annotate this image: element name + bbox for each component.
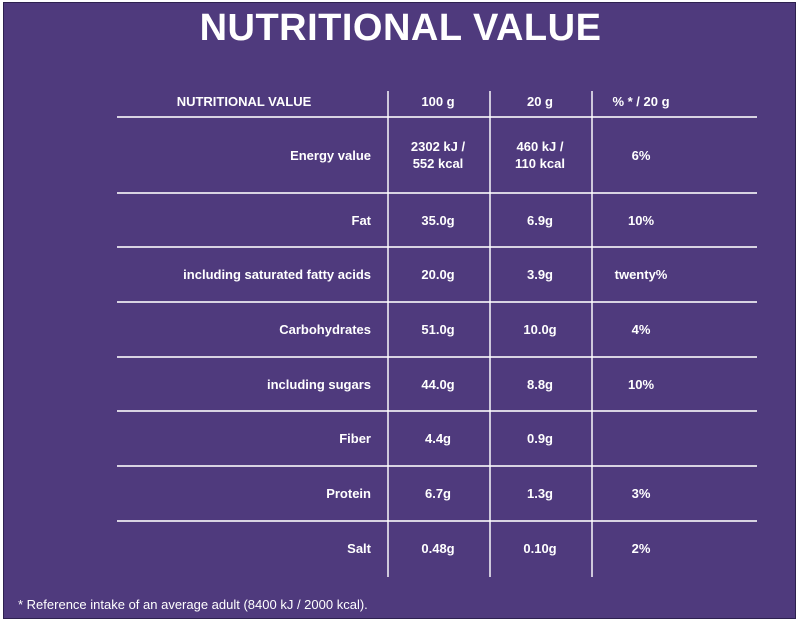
row-divider <box>117 301 757 303</box>
sugars-per-100g: 44.0g <box>421 376 455 392</box>
sugars-percent: 10% <box>627 376 655 392</box>
header-nutritional-value: NUTRITIONAL VALUE <box>176 93 312 109</box>
row-divider <box>117 465 757 467</box>
row-divider <box>117 520 757 522</box>
row-divider <box>117 192 757 194</box>
fat-per-20g: 6.9g <box>526 212 553 228</box>
nutrition-panel: NUTRITIONAL VALUE NUTRITIONAL VALUE 100 … <box>3 2 796 619</box>
row-divider <box>117 116 757 118</box>
fat-percent: 10% <box>627 212 655 228</box>
fat-per-100g: 35.0g <box>421 212 455 228</box>
energy-per-100g: 2302 kJ / 552 kcal <box>410 139 466 171</box>
column-divider <box>387 91 389 577</box>
salt-per-100g: 0.48g <box>421 540 455 556</box>
row-label-salt: Salt <box>347 540 371 556</box>
row-divider <box>117 246 757 248</box>
fiber-per-20g: 0.9g <box>526 431 553 446</box>
row-label-saturated-fatty-acids: including saturated fatty acids <box>183 267 371 282</box>
salt-per-20g: 0.10g <box>523 540 557 556</box>
nutrition-table: NUTRITIONAL VALUE 100 g 20 g % * / 20 g … <box>117 83 757 579</box>
saturated-percent: twenty% <box>614 267 668 282</box>
salt-percent: 2% <box>631 540 651 556</box>
carbohydrates-per-100g: 51.0g <box>421 322 455 337</box>
protein-per-100g: 6.7g <box>424 486 451 501</box>
saturated-per-20g: 3.9g <box>526 267 553 282</box>
row-label-sugars: including sugars <box>266 376 371 392</box>
column-divider <box>591 91 593 577</box>
saturated-per-100g: 20.0g <box>421 267 455 282</box>
reference-footnote: * Reference intake of an average adult (… <box>18 597 368 612</box>
fiber-per-100g: 4.4g <box>424 431 451 446</box>
header-per-20g: 20 g <box>526 93 553 109</box>
fiber-percent <box>591 412 691 465</box>
column-divider <box>489 91 491 577</box>
row-divider <box>117 356 757 358</box>
header-percent: % * / 20 g <box>612 93 670 109</box>
row-label-energy: Energy value <box>290 147 371 163</box>
protein-percent: 3% <box>631 486 651 501</box>
row-label-protein: Protein <box>326 486 371 501</box>
row-label-fat: Fat <box>351 212 372 228</box>
energy-percent: 6% <box>631 147 651 163</box>
sugars-per-20g: 8.8g <box>526 376 553 392</box>
carbohydrates-per-20g: 10.0g <box>523 322 557 337</box>
page-title: NUTRITIONAL VALUE <box>199 7 602 49</box>
row-label-fiber: Fiber <box>339 431 371 446</box>
carbohydrates-percent: 4% <box>631 322 651 337</box>
protein-per-20g: 1.3g <box>526 486 553 501</box>
row-label-carbohydrates: Carbohydrates <box>279 322 371 337</box>
row-divider <box>117 410 757 412</box>
energy-per-20g: 460 kJ / 110 kcal <box>515 139 565 171</box>
header-per-100g: 100 g <box>421 93 455 109</box>
